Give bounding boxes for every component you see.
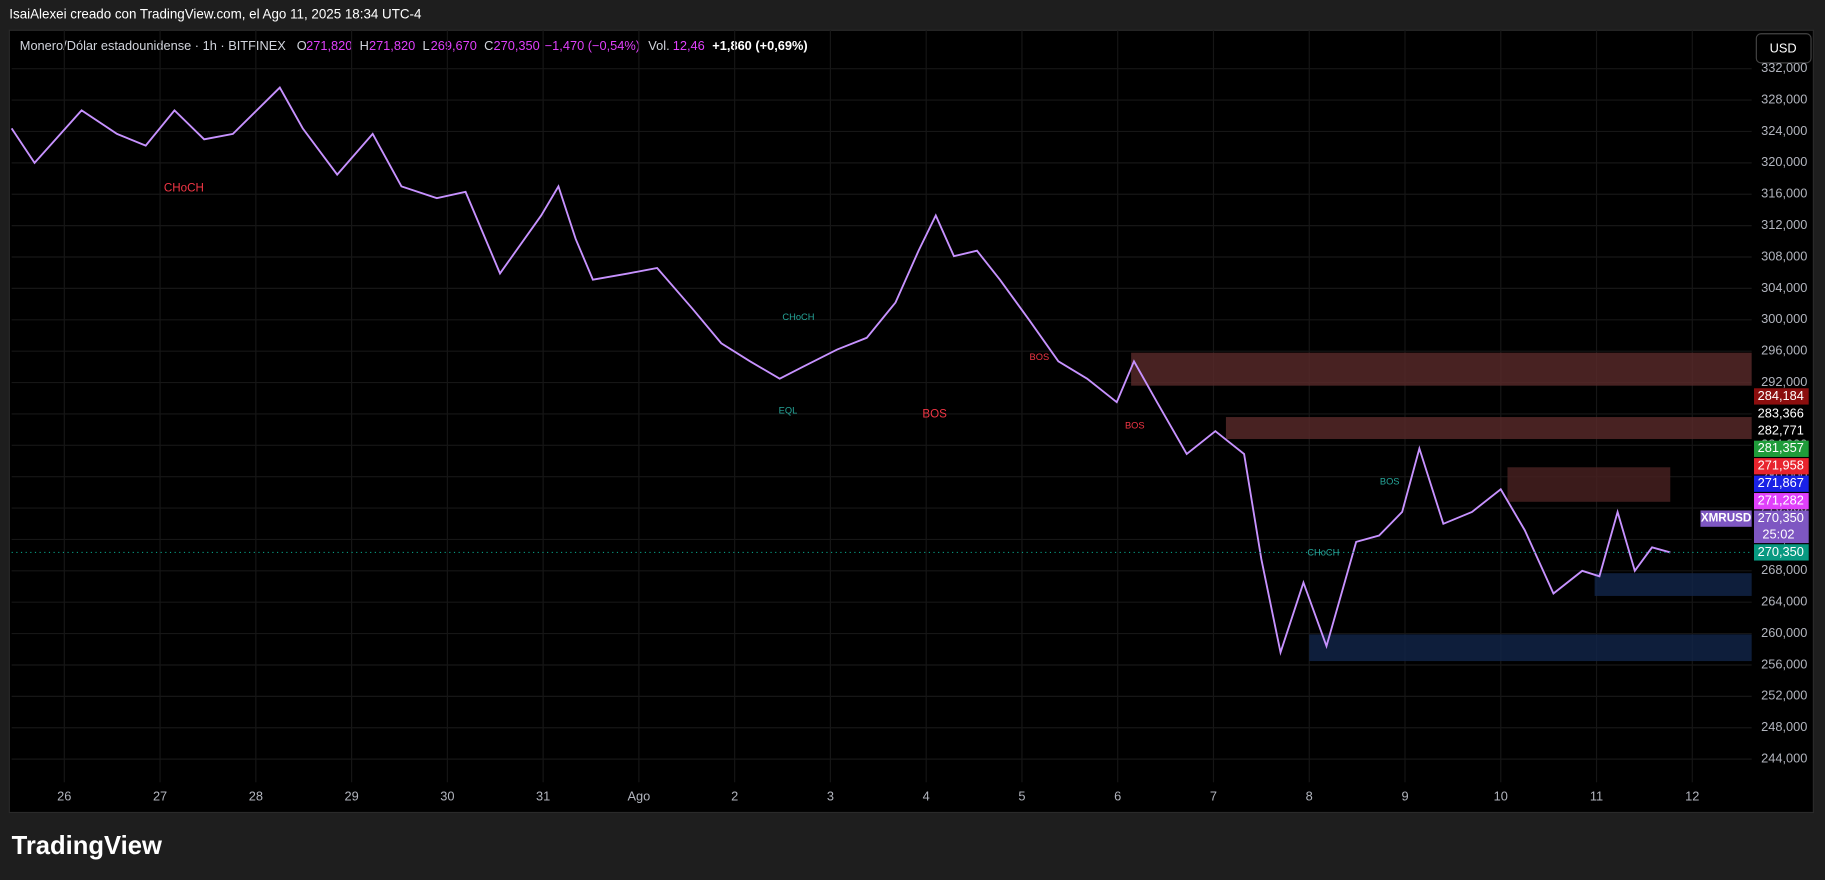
y-tick-label: 320,000 xyxy=(1761,154,1807,169)
price-tag-label: 270,350 xyxy=(1758,544,1804,559)
price-line xyxy=(10,86,1671,657)
x-tick-label: 29 xyxy=(344,789,358,804)
x-tick-label: 10 xyxy=(1494,789,1508,804)
zone xyxy=(1131,352,1752,386)
symbol-badge xyxy=(1700,510,1752,527)
x-tick-label: 6 xyxy=(1114,789,1121,804)
x-tick-label: 4 xyxy=(923,789,930,804)
price-tag xyxy=(1754,440,1809,457)
y-tick-label: 268,000 xyxy=(1761,562,1807,577)
price-tag-label: 281,357 xyxy=(1758,440,1804,455)
l-val: 269,670 xyxy=(431,38,477,53)
x-tick-label: 30 xyxy=(440,789,454,804)
y-tick-label: 304,000 xyxy=(1761,280,1807,295)
h: H xyxy=(360,38,369,53)
x-tick-label: 7 xyxy=(1210,789,1217,804)
price-tag xyxy=(1754,405,1809,423)
price-tag xyxy=(1754,458,1809,475)
y-tick-label: 300,000 xyxy=(1761,311,1807,326)
y-tick-label: 328,000 xyxy=(1761,91,1807,106)
x-tick-label: 26 xyxy=(57,789,71,804)
c-val: 270,350 xyxy=(493,38,539,53)
price-tag-label: 271,867 xyxy=(1758,475,1804,490)
y-tick-label: 316,000 xyxy=(1761,186,1807,201)
y-tick-label: 292,000 xyxy=(1761,374,1807,389)
annotations: CHoCH BOS EQL CHoCH BOS BOS CHoCH BOS xyxy=(164,182,1400,558)
zone xyxy=(1309,634,1752,662)
y-tick-label: 248,000 xyxy=(1761,719,1807,734)
annotation: BOS xyxy=(1125,420,1145,430)
x-tick-label: 2 xyxy=(731,789,738,804)
vol: Vol. xyxy=(648,38,669,53)
price-tag xyxy=(1754,510,1809,544)
x-tick-label: 28 xyxy=(249,789,263,804)
price-tag-label: 283,366 xyxy=(1758,405,1804,420)
zone xyxy=(1594,573,1752,596)
zone xyxy=(1225,417,1752,440)
legend: Monero/Dólar estadounidense · 1h · BITFI… xyxy=(20,38,808,53)
y-tick-label: 256,000 xyxy=(1761,656,1807,671)
y-tick-label: 260,000 xyxy=(1761,625,1807,640)
l: L xyxy=(422,38,429,53)
y-tick-label: 312,000 xyxy=(1761,217,1807,232)
x-tick-label: 11 xyxy=(1590,789,1603,804)
y-tick-label: 324,000 xyxy=(1761,123,1807,138)
h-val: 271,820 xyxy=(369,38,415,53)
x-tick-label: 9 xyxy=(1401,789,1408,804)
price-tag xyxy=(1754,475,1809,492)
x-tick-label: 31 xyxy=(536,789,550,804)
c: C xyxy=(484,38,493,53)
currency[interactable]: USD xyxy=(1770,40,1797,55)
x-tick-label: 12 xyxy=(1685,789,1699,804)
x-tick-label: 5 xyxy=(1018,789,1025,804)
vol-val: 12,46 xyxy=(673,38,705,53)
annotation: BOS xyxy=(922,407,947,420)
x-tick-label: 27 xyxy=(153,789,167,804)
zone xyxy=(1507,467,1671,502)
y-tick-label: 252,000 xyxy=(1761,688,1807,703)
price-tag-label: 282,771 xyxy=(1758,423,1804,438)
annotation: CHoCH xyxy=(1307,547,1339,557)
o: O xyxy=(297,38,307,53)
price-tag-label: 270,350 xyxy=(1758,510,1804,525)
price-tag xyxy=(1754,423,1809,440)
price-tag-label: 271,958 xyxy=(1758,458,1804,473)
y-tick-label: 264,000 xyxy=(1761,594,1807,609)
price-tag-label: 284,184 xyxy=(1758,388,1804,403)
price-tag xyxy=(1754,493,1809,510)
y-tick-label: 244,000 xyxy=(1761,751,1807,766)
y-tick-label: 332,000 xyxy=(1761,60,1807,75)
annotation: CHoCH xyxy=(164,182,204,195)
price-tag-label: 271,282 xyxy=(1758,493,1804,508)
footer-logo: TradingView xyxy=(12,832,162,860)
change: −1,470 (−0,54%) xyxy=(545,38,640,53)
y-tick-label: 296,000 xyxy=(1761,343,1807,358)
annotation: EQL xyxy=(779,405,798,415)
x-tick-label: 8 xyxy=(1306,789,1313,804)
annotation: CHoCH xyxy=(782,312,814,322)
price-tag xyxy=(1754,388,1809,405)
price-tag xyxy=(1754,544,1809,561)
annotation: BOS xyxy=(1380,476,1400,486)
symbol-badge-label: XMRUSD xyxy=(1701,512,1751,525)
x-tick-label: 3 xyxy=(827,789,834,804)
y-tick-label: 308,000 xyxy=(1761,248,1807,263)
countdown: 25:02 xyxy=(1762,526,1794,541)
symbol: Monero/Dólar estadounidense · 1h · BITFI… xyxy=(20,38,286,53)
x-tick-label: Ago xyxy=(628,789,651,804)
header: IsaiAlexei creado con TradingView.com, e… xyxy=(9,7,422,22)
currency-button[interactable] xyxy=(1755,33,1812,64)
o-val: 271,820 xyxy=(306,38,352,53)
post-change: +1,860 (+0,69%) xyxy=(712,38,807,53)
annotation: BOS xyxy=(1030,352,1050,362)
